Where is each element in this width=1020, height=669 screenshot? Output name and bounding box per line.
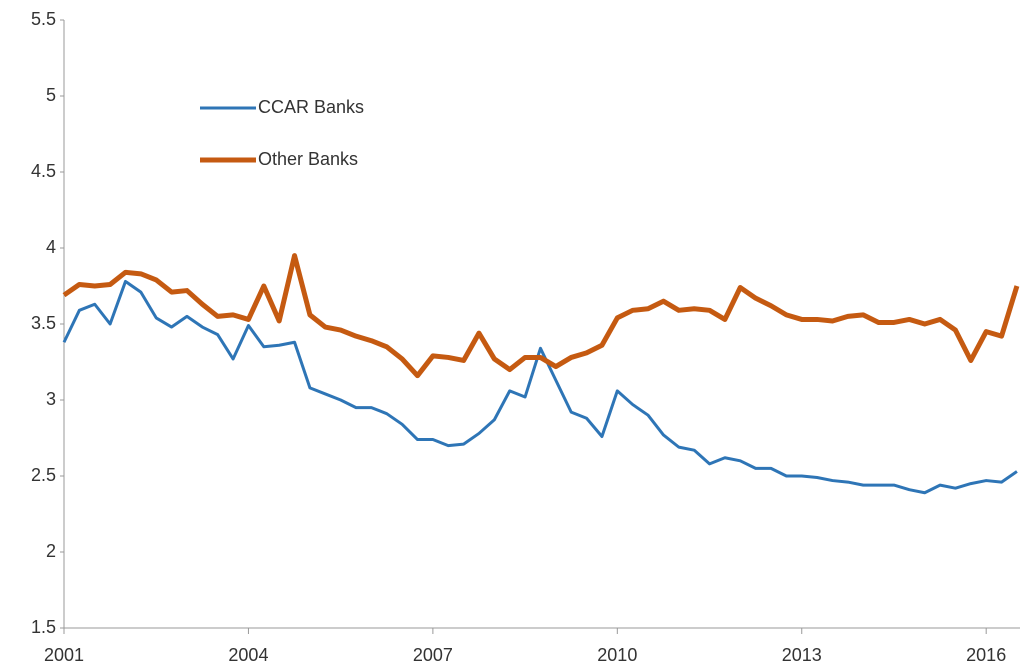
x-tick-label: 2007 xyxy=(413,645,453,665)
legend-label: Other Banks xyxy=(258,149,358,169)
y-tick-label: 4 xyxy=(46,237,56,257)
x-tick-label: 2001 xyxy=(44,645,84,665)
x-tick-label: 2010 xyxy=(597,645,637,665)
y-tick-label: 3 xyxy=(46,389,56,409)
legend-label: CCAR Banks xyxy=(258,97,364,117)
x-tick-label: 2004 xyxy=(228,645,268,665)
series-line xyxy=(62,279,1018,495)
x-tick-label: 2013 xyxy=(782,645,822,665)
series-line xyxy=(62,253,1020,379)
y-tick-label: 2.5 xyxy=(31,465,56,485)
y-tick-label: 2 xyxy=(46,541,56,561)
x-tick-label: 2016 xyxy=(966,645,1006,665)
y-tick-label: 4.5 xyxy=(31,161,56,181)
y-tick-label: 5.5 xyxy=(31,9,56,29)
y-tick-label: 5 xyxy=(46,85,56,105)
y-tick-label: 3.5 xyxy=(31,313,56,333)
y-tick-label: 1.5 xyxy=(31,617,56,637)
